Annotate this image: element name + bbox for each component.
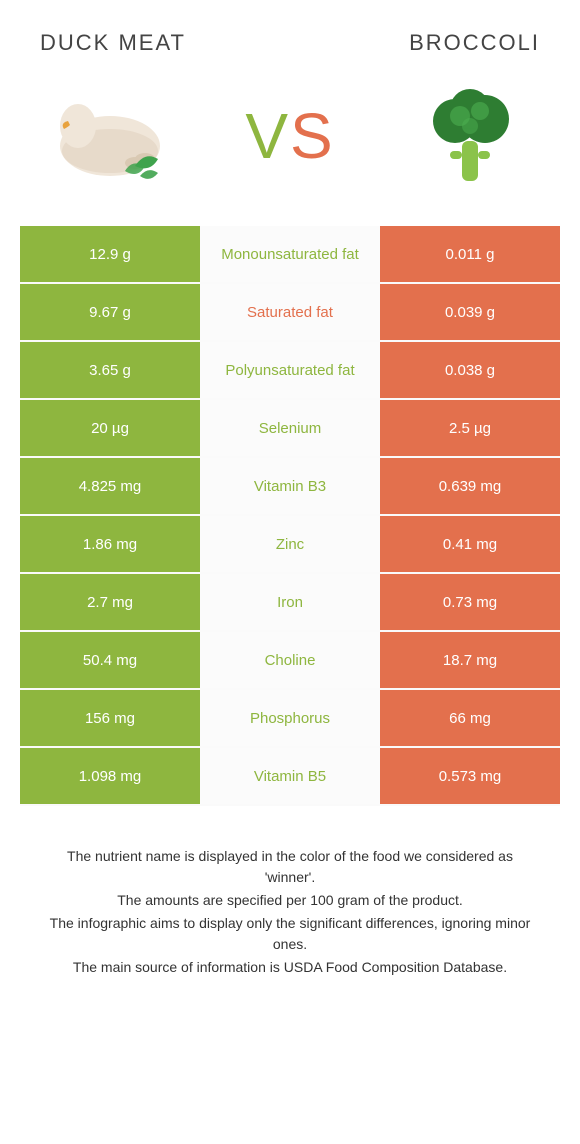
nutrient-row: 50.4 mgCholine18.7 mg (20, 632, 560, 690)
nutrient-row: 12.9 gMonounsaturated fat0.011 g (20, 226, 560, 284)
nutrient-value-left: 156 mg (20, 690, 200, 746)
nutrient-row: 1.86 mgZinc0.41 mg (20, 516, 560, 574)
nutrient-label: Polyunsaturated fat (200, 342, 380, 398)
nutrient-value-right: 18.7 mg (380, 632, 560, 688)
vs-s: S (290, 99, 335, 173)
nutrient-label: Saturated fat (200, 284, 380, 340)
nutrient-row: 9.67 gSaturated fat0.039 g (20, 284, 560, 342)
vs-v: V (245, 99, 290, 173)
nutrient-value-left: 3.65 g (20, 342, 200, 398)
nutrient-value-left: 4.825 mg (20, 458, 200, 514)
duck-image (40, 76, 180, 196)
nutrient-value-right: 0.639 mg (380, 458, 560, 514)
nutrient-label: Phosphorus (200, 690, 380, 746)
footnotes: The nutrient name is displayed in the co… (0, 806, 580, 1000)
nutrient-row: 3.65 gPolyunsaturated fat0.038 g (20, 342, 560, 400)
nutrient-row: 156 mgPhosphorus66 mg (20, 690, 560, 748)
nutrient-value-left: 1.86 mg (20, 516, 200, 572)
food-title-left: DUCK MEAT (40, 30, 186, 56)
nutrient-label: Iron (200, 574, 380, 630)
nutrient-table: 12.9 gMonounsaturated fat0.011 g9.67 gSa… (0, 226, 580, 806)
infographic-container: DUCK MEAT BROCCOLI V S (0, 0, 580, 1000)
nutrient-value-left: 20 µg (20, 400, 200, 456)
nutrient-value-right: 2.5 µg (380, 400, 560, 456)
nutrient-value-right: 0.73 mg (380, 574, 560, 630)
vs-label: V S (245, 99, 334, 173)
nutrient-label: Selenium (200, 400, 380, 456)
nutrient-label: Vitamin B3 (200, 458, 380, 514)
nutrient-value-right: 0.038 g (380, 342, 560, 398)
nutrient-row: 1.098 mgVitamin B50.573 mg (20, 748, 560, 806)
nutrient-label: Choline (200, 632, 380, 688)
nutrient-value-left: 50.4 mg (20, 632, 200, 688)
footnote-line: The infographic aims to display only the… (40, 913, 540, 955)
food-title-right: BROCCOLI (409, 30, 540, 56)
nutrient-value-left: 12.9 g (20, 226, 200, 282)
nutrient-row: 4.825 mgVitamin B30.639 mg (20, 458, 560, 516)
nutrient-value-right: 0.039 g (380, 284, 560, 340)
header: DUCK MEAT BROCCOLI (0, 0, 580, 66)
footnote-line: The main source of information is USDA F… (40, 957, 540, 978)
nutrient-value-right: 66 mg (380, 690, 560, 746)
nutrient-row: 2.7 mgIron0.73 mg (20, 574, 560, 632)
nutrient-value-right: 0.573 mg (380, 748, 560, 804)
nutrient-value-right: 0.41 mg (380, 516, 560, 572)
vs-row: V S (0, 66, 580, 226)
nutrient-label: Zinc (200, 516, 380, 572)
nutrient-value-left: 2.7 mg (20, 574, 200, 630)
footnote-line: The amounts are specified per 100 gram o… (40, 890, 540, 911)
nutrient-label: Monounsaturated fat (200, 226, 380, 282)
nutrient-value-right: 0.011 g (380, 226, 560, 282)
nutrient-value-left: 9.67 g (20, 284, 200, 340)
nutrient-value-left: 1.098 mg (20, 748, 200, 804)
broccoli-image (400, 76, 540, 196)
footnote-line: The nutrient name is displayed in the co… (40, 846, 540, 888)
nutrient-label: Vitamin B5 (200, 748, 380, 804)
nutrient-row: 20 µgSelenium2.5 µg (20, 400, 560, 458)
